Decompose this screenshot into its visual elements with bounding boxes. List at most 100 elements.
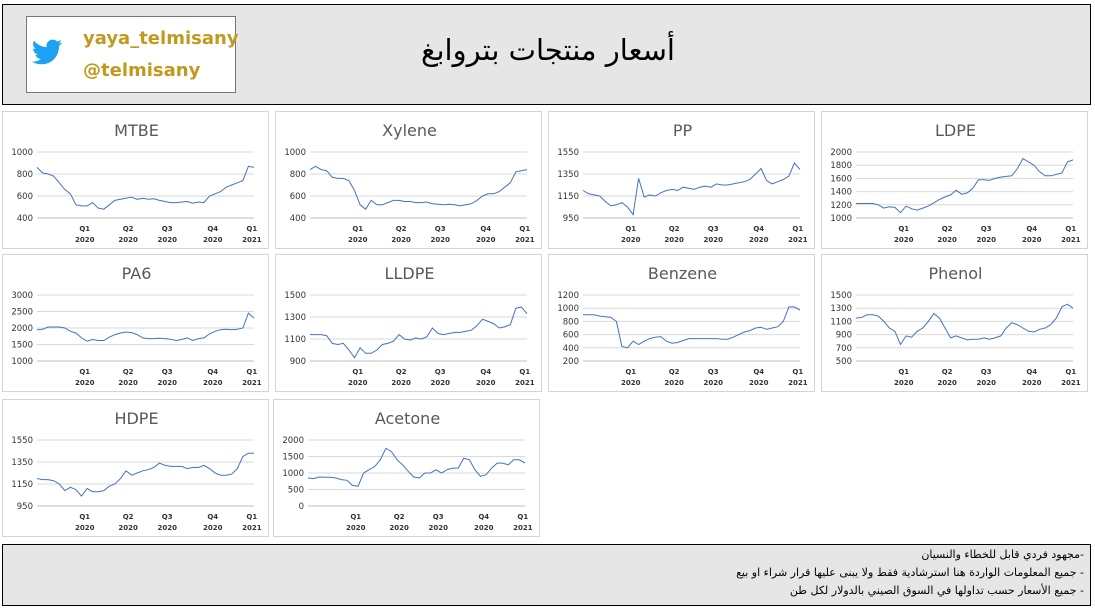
line-chart: MTBE 400 600 800 1000 Q1 2020 Q2 2020 Q3 2020 Q4 202… xyxy=(11,121,262,244)
y-tick-label: 900 xyxy=(290,357,306,367)
x-tick-label: Q4 xyxy=(207,368,218,376)
x-tick-label: 2021 xyxy=(515,379,535,387)
x-tick-label: 2020 xyxy=(118,524,138,532)
x-tick-label: Q4 xyxy=(480,225,491,233)
x-tick-label: Q4 xyxy=(1026,368,1037,376)
chart-panel-hdpe: HDPE 950 1150 1350 1550 Q1 2020 Q2 2020 Q3 2020 Q4 2… xyxy=(2,399,269,537)
x-tick-label: Q3 xyxy=(162,513,173,521)
y-tick-label: 2000 xyxy=(282,436,304,446)
y-tick-label: 700 xyxy=(836,344,852,354)
x-tick-label: 2020 xyxy=(749,379,769,387)
x-tick-label: 2020 xyxy=(703,236,723,244)
y-tick-label: 500 xyxy=(288,486,304,496)
x-tick-label: 2020 xyxy=(937,236,957,244)
x-tick-label: Q3 xyxy=(708,225,719,233)
y-tick-label: 1350 xyxy=(11,458,33,468)
x-tick-label: 2020 xyxy=(976,236,996,244)
y-tick-label: 1500 xyxy=(830,291,852,301)
chart-panel-phenol: Phenol 500 700 900 1100 1300 1500 Q1 2020 Q2 2020 Q… xyxy=(821,254,1088,392)
x-tick-label: 2020 xyxy=(346,524,366,532)
x-tick-label: Q4 xyxy=(207,225,218,233)
x-tick-label: 2020 xyxy=(894,379,914,387)
y-tick-label: 600 xyxy=(290,192,306,202)
brand-box: yaya_telmisany @telmisany xyxy=(26,16,239,93)
x-tick-label: 2021 xyxy=(788,236,808,244)
price-series-line xyxy=(36,452,254,497)
x-tick-label: Q2 xyxy=(396,225,407,233)
x-tick-label: Q2 xyxy=(123,513,134,521)
x-tick-label: Q2 xyxy=(669,225,680,233)
price-series-line xyxy=(856,157,1074,214)
x-tick-label: 2020 xyxy=(937,379,957,387)
x-tick-label: 2020 xyxy=(430,379,450,387)
x-tick-label: Q1 xyxy=(1065,368,1076,376)
price-series-line xyxy=(310,306,528,359)
y-tick-label: 1550 xyxy=(557,148,579,158)
line-chart: Benzene 200 400 600 800 1000 1200 Q1 2020 Q2 2020 Q… xyxy=(557,264,807,387)
y-tick-label: 1200 xyxy=(557,291,579,301)
x-tick-label: 2021 xyxy=(242,236,262,244)
x-tick-label: Q1 xyxy=(519,368,530,376)
y-tick-label: 1150 xyxy=(11,480,33,490)
x-tick-label: Q4 xyxy=(480,368,491,376)
chart-title: LLDPE xyxy=(385,264,435,283)
y-tick-label: 1000 xyxy=(557,304,579,314)
chart-panel-xylene: Xylene 400 600 800 1000 Q1 2020 Q2 2020 Q3 2020 Q4 2… xyxy=(275,111,542,249)
x-tick-label: Q3 xyxy=(981,368,992,376)
y-tick-label: 1500 xyxy=(11,341,33,351)
chart-title: PP xyxy=(673,121,693,140)
x-tick-label: Q1 xyxy=(79,513,90,521)
x-tick-label: 2021 xyxy=(242,379,262,387)
x-tick-label: 2020 xyxy=(75,379,95,387)
x-tick-label: Q2 xyxy=(942,225,953,233)
x-tick-label: Q1 xyxy=(352,368,363,376)
x-tick-label: Q2 xyxy=(123,225,134,233)
price-series-line xyxy=(36,312,255,342)
x-tick-label: 2020 xyxy=(621,379,641,387)
x-tick-label: Q2 xyxy=(123,368,134,376)
chart-panel-benzene: Benzene 200 400 600 800 1000 1200 Q1 2020 Q2 2020 Q… xyxy=(548,254,815,392)
x-tick-label: 2020 xyxy=(348,236,368,244)
disclaimer-note: - جميع الأسعار حسب تداولها في السوق الصي… xyxy=(789,584,1084,597)
x-tick-label: 2020 xyxy=(157,236,177,244)
chart-title: Phenol xyxy=(928,264,982,283)
y-tick-label: 600 xyxy=(563,331,579,341)
x-tick-label: 2020 xyxy=(118,236,138,244)
x-tick-label: Q2 xyxy=(942,368,953,376)
x-tick-label: 2020 xyxy=(976,379,996,387)
x-tick-label: 2020 xyxy=(894,236,914,244)
x-tick-label: 2020 xyxy=(118,379,138,387)
y-tick-label: 2500 xyxy=(11,308,33,318)
price-series-line xyxy=(583,306,801,349)
y-tick-label: 3000 xyxy=(11,291,33,301)
x-tick-label: Q1 xyxy=(898,225,909,233)
chart-panel-pp: PP 950 1150 1350 1550 Q1 2020 Q2 2020 Q3 2020 Q4 202… xyxy=(548,111,815,249)
twitter-handle-at: @telmisany xyxy=(83,60,201,81)
chart-panel-acetone: Acetone 0 500 1000 1500 2000 Q1 2020 Q2 2020 Q3 202… xyxy=(273,399,540,537)
x-tick-label: Q1 xyxy=(246,368,257,376)
x-tick-label: Q3 xyxy=(981,225,992,233)
y-tick-label: 400 xyxy=(290,214,306,224)
y-tick-label: 400 xyxy=(563,344,579,354)
x-tick-label: Q1 xyxy=(792,225,803,233)
x-tick-label: Q4 xyxy=(478,513,489,521)
x-tick-label: 2021 xyxy=(1061,379,1081,387)
x-tick-label: Q3 xyxy=(433,513,444,521)
chart-title: Benzene xyxy=(648,264,717,283)
disclaimer-note: -مجهود فردي قابل للخطاء والنسيان xyxy=(921,548,1084,561)
x-tick-label: 2020 xyxy=(348,379,368,387)
y-tick-label: 1000 xyxy=(282,469,304,479)
y-tick-label: 1000 xyxy=(11,148,33,158)
line-chart: Phenol 500 700 900 1100 1300 1500 Q1 2020 Q2 2020 Q… xyxy=(830,264,1081,387)
chart-panel-mtbe: MTBE 400 600 800 1000 Q1 2020 Q2 2020 Q3 2020 Q4 202… xyxy=(2,111,269,249)
x-tick-label: 2020 xyxy=(75,524,95,532)
y-tick-label: 1600 xyxy=(830,174,852,184)
y-tick-label: 1500 xyxy=(284,291,306,301)
chart-panel-pa6: PA6 1000 1500 2000 2500 3000 Q1 2020 Q2 2020 Q3 202… xyxy=(2,254,269,392)
x-tick-label: 2020 xyxy=(203,524,223,532)
chart-title: MTBE xyxy=(114,121,159,140)
x-tick-label: 2020 xyxy=(75,236,95,244)
x-tick-label: 2020 xyxy=(476,236,496,244)
y-tick-label: 800 xyxy=(17,170,33,180)
line-chart: Xylene 400 600 800 1000 Q1 2020 Q2 2020 Q3 2020 Q4 2… xyxy=(284,121,534,244)
